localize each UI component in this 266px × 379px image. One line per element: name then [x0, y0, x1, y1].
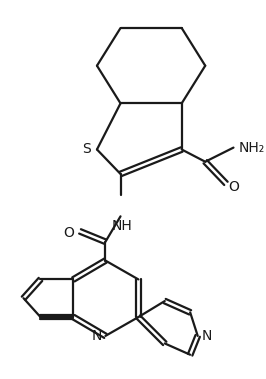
Text: N: N	[201, 329, 212, 343]
Text: NH₂: NH₂	[238, 141, 264, 155]
Text: O: O	[228, 180, 239, 194]
Text: S: S	[82, 143, 90, 157]
Text: O: O	[64, 226, 74, 240]
Text: NH: NH	[112, 219, 133, 233]
Text: N: N	[91, 329, 102, 343]
